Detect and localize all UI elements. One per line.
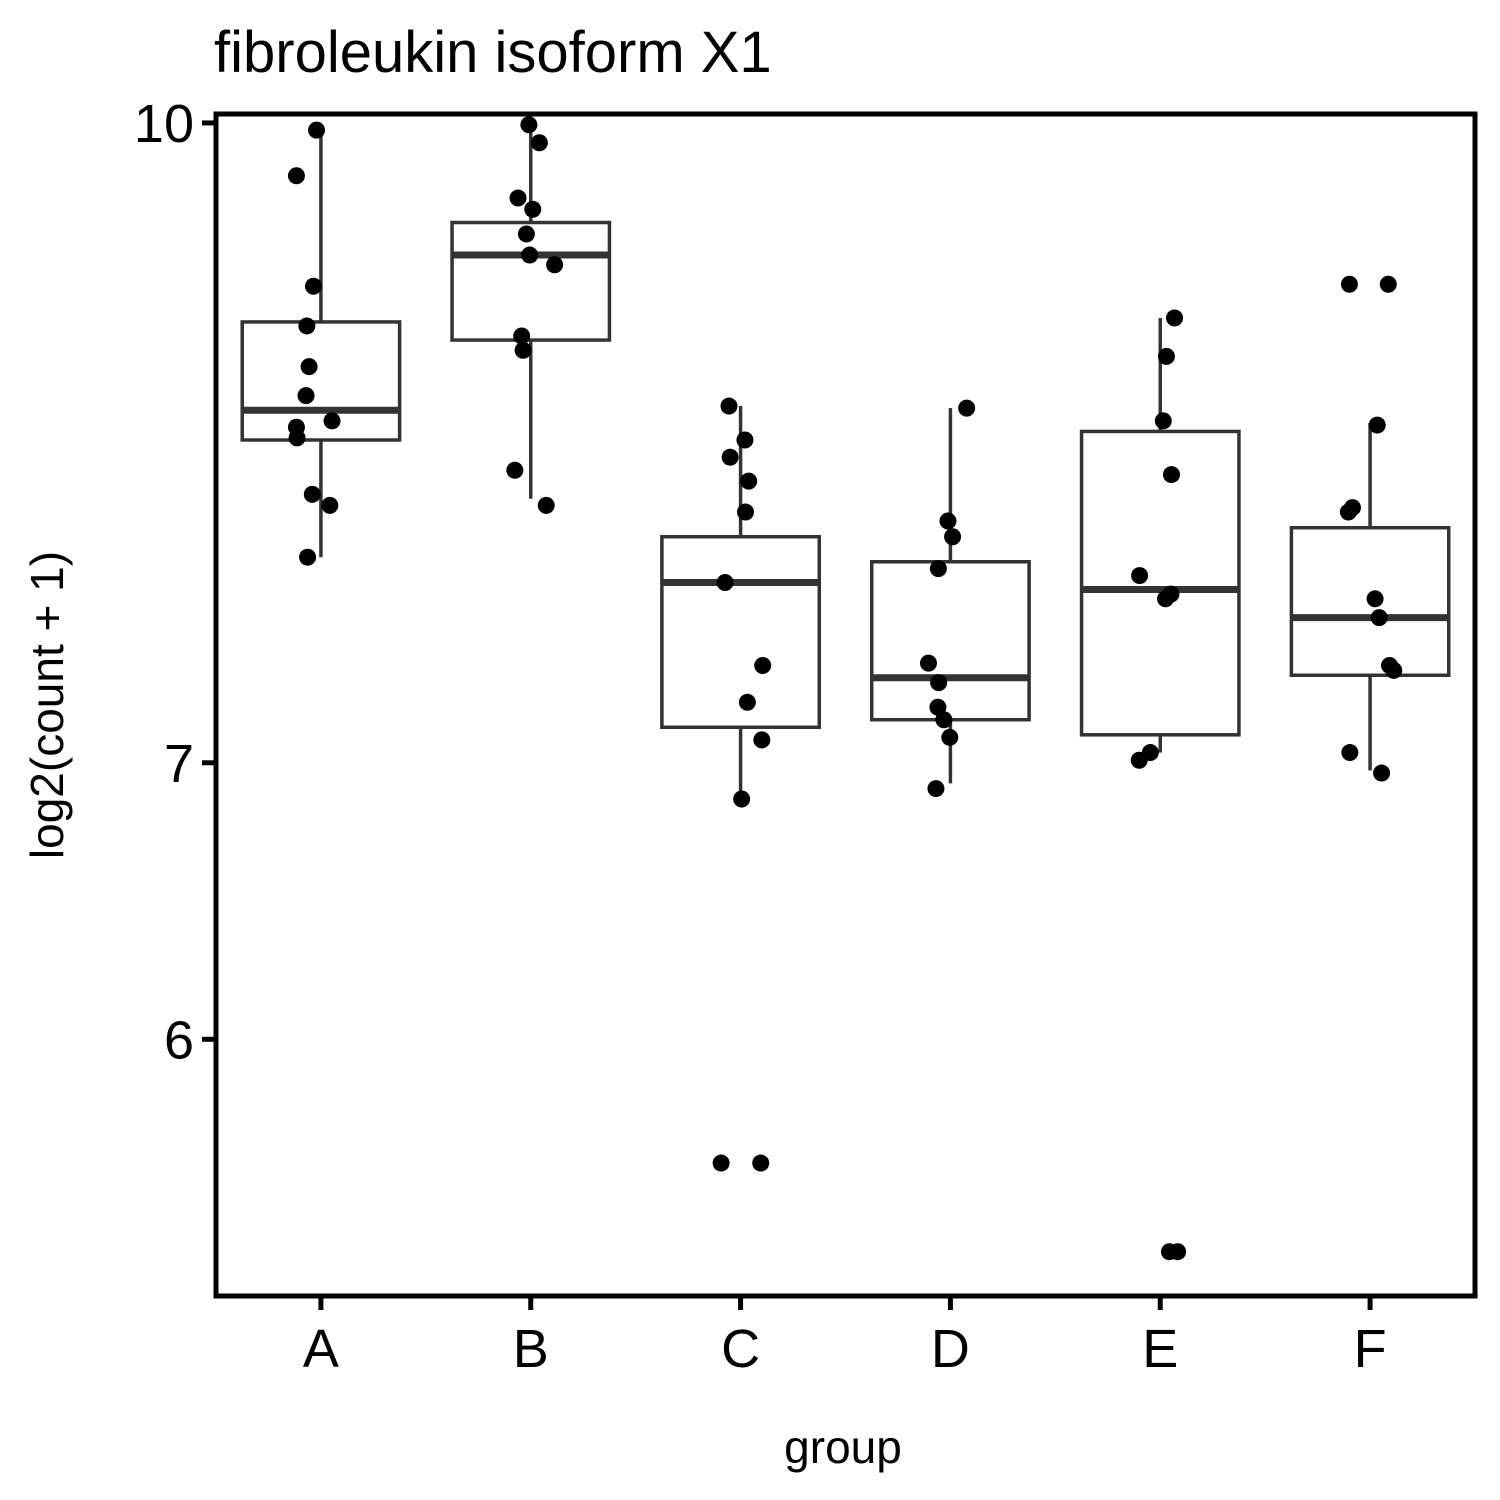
data-point [740, 472, 758, 490]
data-point [941, 728, 959, 746]
box-iqr [660, 534, 822, 729]
data-point [1162, 466, 1180, 484]
data-point [929, 560, 947, 578]
data-point [1131, 567, 1149, 585]
box-iqr [450, 220, 612, 342]
data-point [323, 412, 341, 430]
chart-title: fibroleukin isoform X1 [214, 20, 772, 85]
box-B [450, 122, 612, 499]
data-point [720, 397, 738, 415]
data-point [287, 167, 305, 185]
data-point [930, 674, 948, 692]
data-point [919, 654, 937, 672]
x-tick-label: F [1354, 1319, 1387, 1379]
data-point [506, 461, 524, 479]
points-A [287, 121, 341, 566]
data-point [733, 790, 751, 808]
data-point [509, 189, 527, 207]
panel-border [213, 111, 1478, 1299]
data-point [537, 496, 555, 514]
data-point [1130, 751, 1148, 769]
data-point [546, 256, 564, 274]
x-axis: A B C D E F [303, 1296, 1387, 1379]
data-point [737, 503, 755, 521]
data-point [935, 711, 953, 729]
box-D [869, 408, 1031, 784]
data-point [1368, 416, 1386, 434]
data-point [520, 116, 538, 134]
data-point [1160, 1243, 1178, 1261]
x-tick-label: A [303, 1319, 339, 1379]
data-point [1366, 590, 1384, 608]
x-tick-label: E [1142, 1319, 1178, 1379]
x-tick-label: D [931, 1319, 970, 1379]
x-axis-label: group [784, 1421, 902, 1473]
box-iqr [1079, 429, 1241, 737]
data-point [1157, 590, 1175, 608]
plot-area [240, 116, 1451, 1261]
data-point [517, 225, 535, 243]
data-point [298, 317, 316, 335]
data-point [321, 496, 339, 514]
data-point [303, 485, 321, 503]
data-point [300, 358, 318, 376]
data-point [530, 134, 548, 152]
data-point [927, 780, 945, 798]
points-D [919, 399, 976, 798]
data-point [1341, 744, 1359, 762]
box-iqr [240, 320, 402, 442]
points-C [712, 397, 772, 1172]
data-point [288, 429, 306, 447]
data-point [753, 731, 771, 749]
data-point [752, 1154, 770, 1172]
data-point [1339, 503, 1357, 521]
data-point [944, 528, 962, 546]
data-point [1166, 309, 1184, 327]
data-point [513, 327, 531, 345]
data-point [297, 387, 315, 405]
box-A [240, 131, 402, 558]
data-point [738, 693, 756, 711]
data-point [524, 200, 542, 218]
y-tick-label: 6 [164, 1010, 194, 1070]
points-E [1130, 309, 1187, 1261]
data-point [308, 121, 326, 139]
data-point [521, 246, 539, 264]
box-E [1079, 317, 1241, 753]
y-axis-label: log2(count + 1) [21, 551, 73, 859]
y-tick-label: 10 [134, 94, 194, 154]
box-C [660, 406, 822, 792]
data-point [939, 512, 957, 530]
data-point [1379, 275, 1397, 293]
box-iqr [869, 560, 1031, 722]
y-tick-label: 7 [164, 734, 194, 794]
data-point [716, 574, 734, 592]
y-axis: 6 7 10 [134, 94, 216, 1070]
data-point [958, 399, 976, 417]
x-tick-label: B [513, 1319, 549, 1379]
data-point [1340, 275, 1358, 293]
data-point [721, 448, 739, 466]
data-point [1154, 412, 1172, 430]
x-tick-label: C [721, 1319, 760, 1379]
data-point [299, 548, 317, 566]
data-point [1385, 661, 1403, 679]
data-point [736, 431, 754, 449]
data-point [1157, 347, 1175, 365]
points-F [1339, 275, 1403, 782]
data-point [1373, 764, 1391, 782]
data-point [304, 277, 322, 295]
data-point [514, 341, 532, 359]
data-point [1370, 609, 1388, 627]
points-B [506, 116, 564, 514]
data-point [712, 1154, 730, 1172]
data-point [754, 657, 772, 675]
